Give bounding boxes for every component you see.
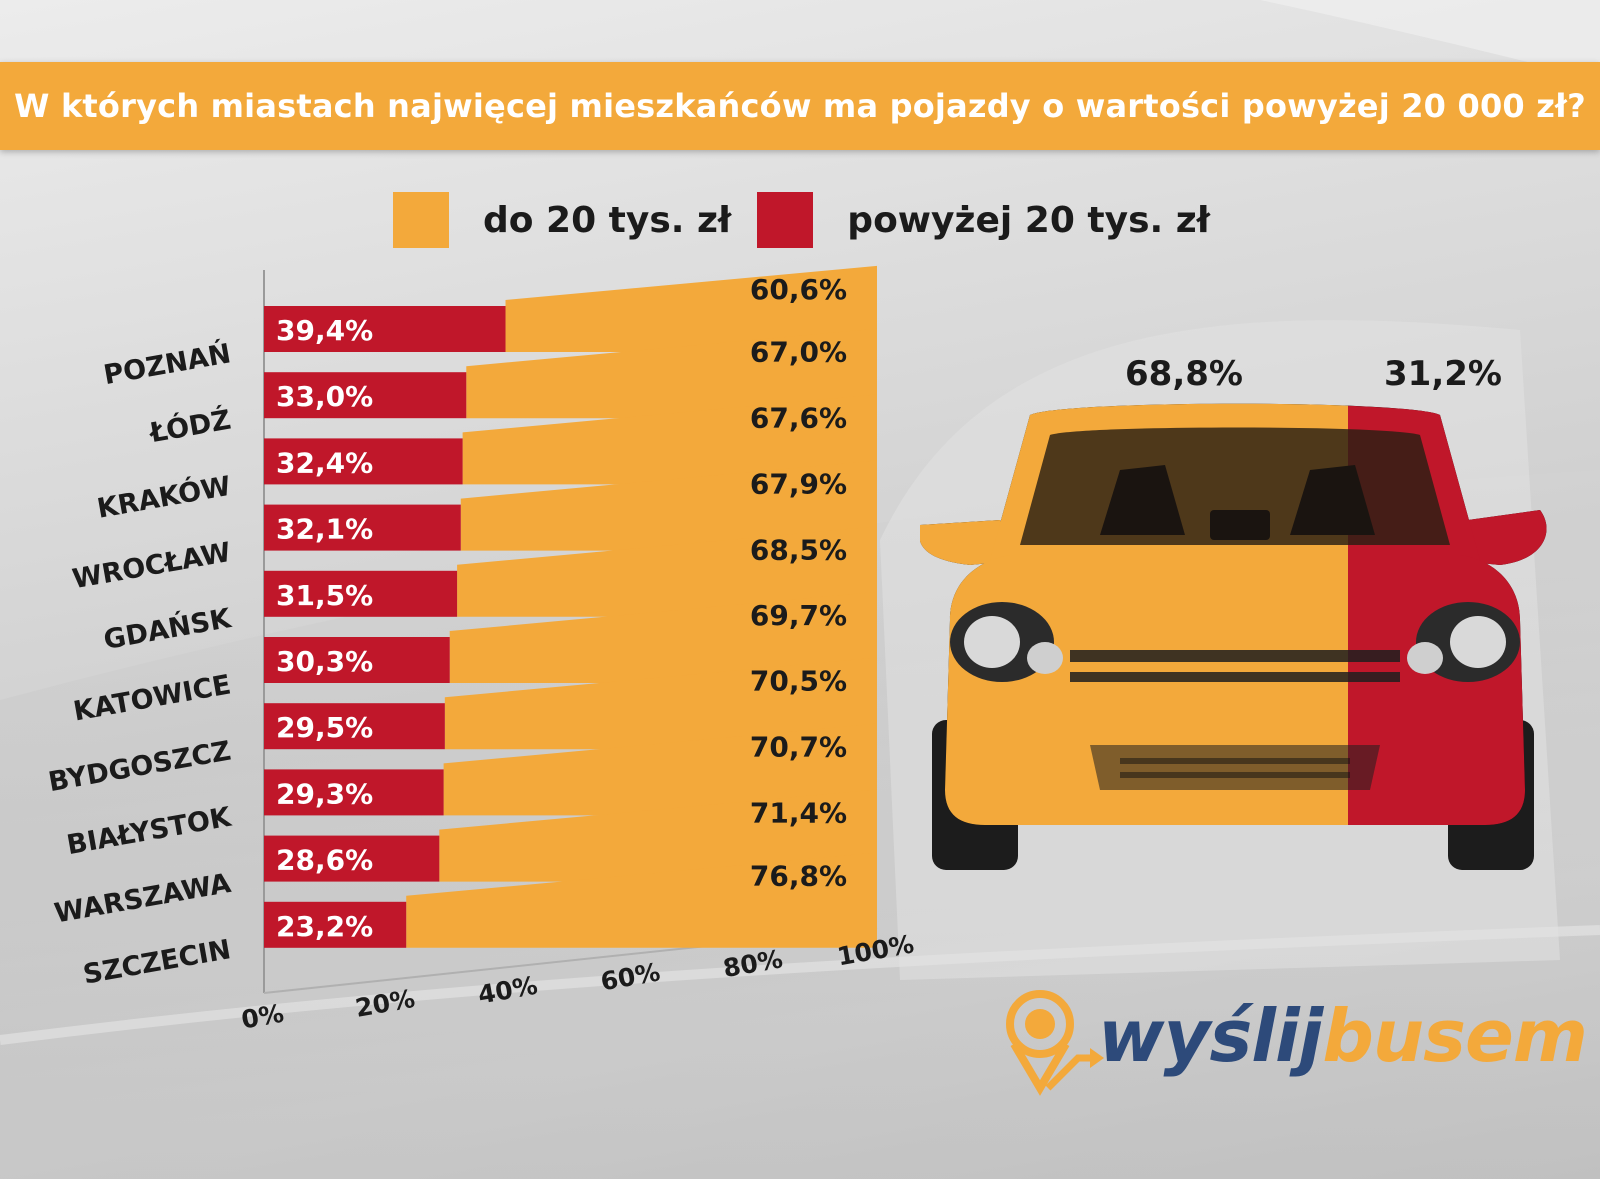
bar-orange-6 <box>444 657 877 750</box>
bar-red-3 <box>264 504 461 551</box>
bar-orange-5 <box>449 591 877 683</box>
data-label-orange-3: 67,9% <box>750 467 847 500</box>
data-label-orange-2: 67,6% <box>750 401 847 434</box>
wyslijbusem-logo: wyślijbusem <box>996 988 1588 1108</box>
category-label-2: KRAKÓW <box>95 470 234 525</box>
bar-orange-3 <box>460 460 877 551</box>
data-label-orange-0: 60,6% <box>750 273 847 306</box>
legend-label-red: powyżej 20 tys. zł <box>847 199 1211 241</box>
data-label-red-4: 31,5% <box>276 579 373 612</box>
logo-text-part1: wyślij <box>1098 994 1323 1078</box>
bar-red-4 <box>264 570 458 617</box>
bar-orange-8 <box>439 789 877 882</box>
bar-orange-1 <box>466 328 877 419</box>
data-label-red-1: 33,0% <box>276 380 373 413</box>
bar-orange-0 <box>505 265 877 352</box>
category-label-3: WROCŁAW <box>70 537 233 595</box>
x-tick-label-0: 0% <box>239 999 286 1035</box>
legend: do 20 tys. zł powyżej 20 tys. zł <box>393 192 1236 248</box>
bar-orange-2 <box>462 394 877 485</box>
data-label-orange-5: 69,7% <box>750 599 847 632</box>
data-label-red-7: 29,3% <box>276 777 373 810</box>
bar-red-5 <box>264 637 450 683</box>
bar-orange-4 <box>457 526 877 617</box>
car-label-red: 31,2% <box>1384 354 1502 394</box>
data-label-orange-8: 71,4% <box>750 796 847 829</box>
logo-text: wyślijbusem <box>1098 994 1588 1078</box>
car-icon <box>918 403 1547 870</box>
data-label-orange-4: 68,5% <box>750 533 847 566</box>
data-label-red-6: 29,5% <box>276 711 373 744</box>
data-label-orange-1: 67,0% <box>750 336 847 369</box>
bar-red-6 <box>264 703 445 750</box>
car-label-orange: 68,8% <box>1125 354 1243 394</box>
bar-orange-7 <box>443 723 877 816</box>
data-label-red-3: 32,1% <box>276 513 373 546</box>
location-pin-icon <box>1006 990 1104 1096</box>
bar-orange-9 <box>406 852 877 948</box>
bar-red-2 <box>264 438 463 485</box>
data-label-red-9: 23,2% <box>276 910 373 943</box>
legend-label-orange: do 20 tys. zł <box>483 199 732 241</box>
data-label-red-0: 39,4% <box>276 314 373 347</box>
category-label-1: ŁÓDŹ <box>146 404 234 450</box>
bar-red-0 <box>264 306 506 352</box>
category-label-0: POZNAŃ <box>101 337 233 391</box>
category-label-5: KATOWICE <box>71 669 233 727</box>
bar-red-8 <box>264 835 440 882</box>
data-label-orange-9: 76,8% <box>750 860 847 893</box>
x-tick-label-4: 80% <box>721 944 785 983</box>
data-label-red-5: 30,3% <box>276 645 373 678</box>
x-tick-label-1: 20% <box>353 984 417 1023</box>
car-illustration: 68,8% 31,2% <box>918 320 1580 940</box>
data-label-red-2: 32,4% <box>276 446 373 479</box>
category-label-7: BIAŁYSTOK <box>64 802 234 862</box>
category-label-8: WARSZAWA <box>52 868 233 930</box>
data-label-red-8: 28,6% <box>276 844 373 877</box>
x-tick-label-3: 60% <box>598 957 662 996</box>
category-label-6: BYDGOSZCZ <box>46 736 233 799</box>
data-label-orange-6: 70,5% <box>750 665 847 698</box>
legend-swatch-red <box>757 192 814 248</box>
logo-text-part2: busem <box>1322 994 1588 1078</box>
bar-red-9 <box>264 901 407 948</box>
legend-swatch-orange <box>393 192 449 248</box>
title-bar: W których miastach najwięcej mieszkańców… <box>0 62 1600 150</box>
bar-red-1 <box>264 372 467 419</box>
data-label-orange-7: 70,7% <box>750 731 847 764</box>
chart-title: W których miastach najwięcej mieszkańców… <box>14 87 1586 125</box>
bar-red-7 <box>264 769 444 816</box>
category-label-4: GDAŃSK <box>101 602 234 656</box>
category-label-9: SZCZECIN <box>81 934 233 990</box>
x-tick-label-2: 40% <box>476 971 540 1010</box>
